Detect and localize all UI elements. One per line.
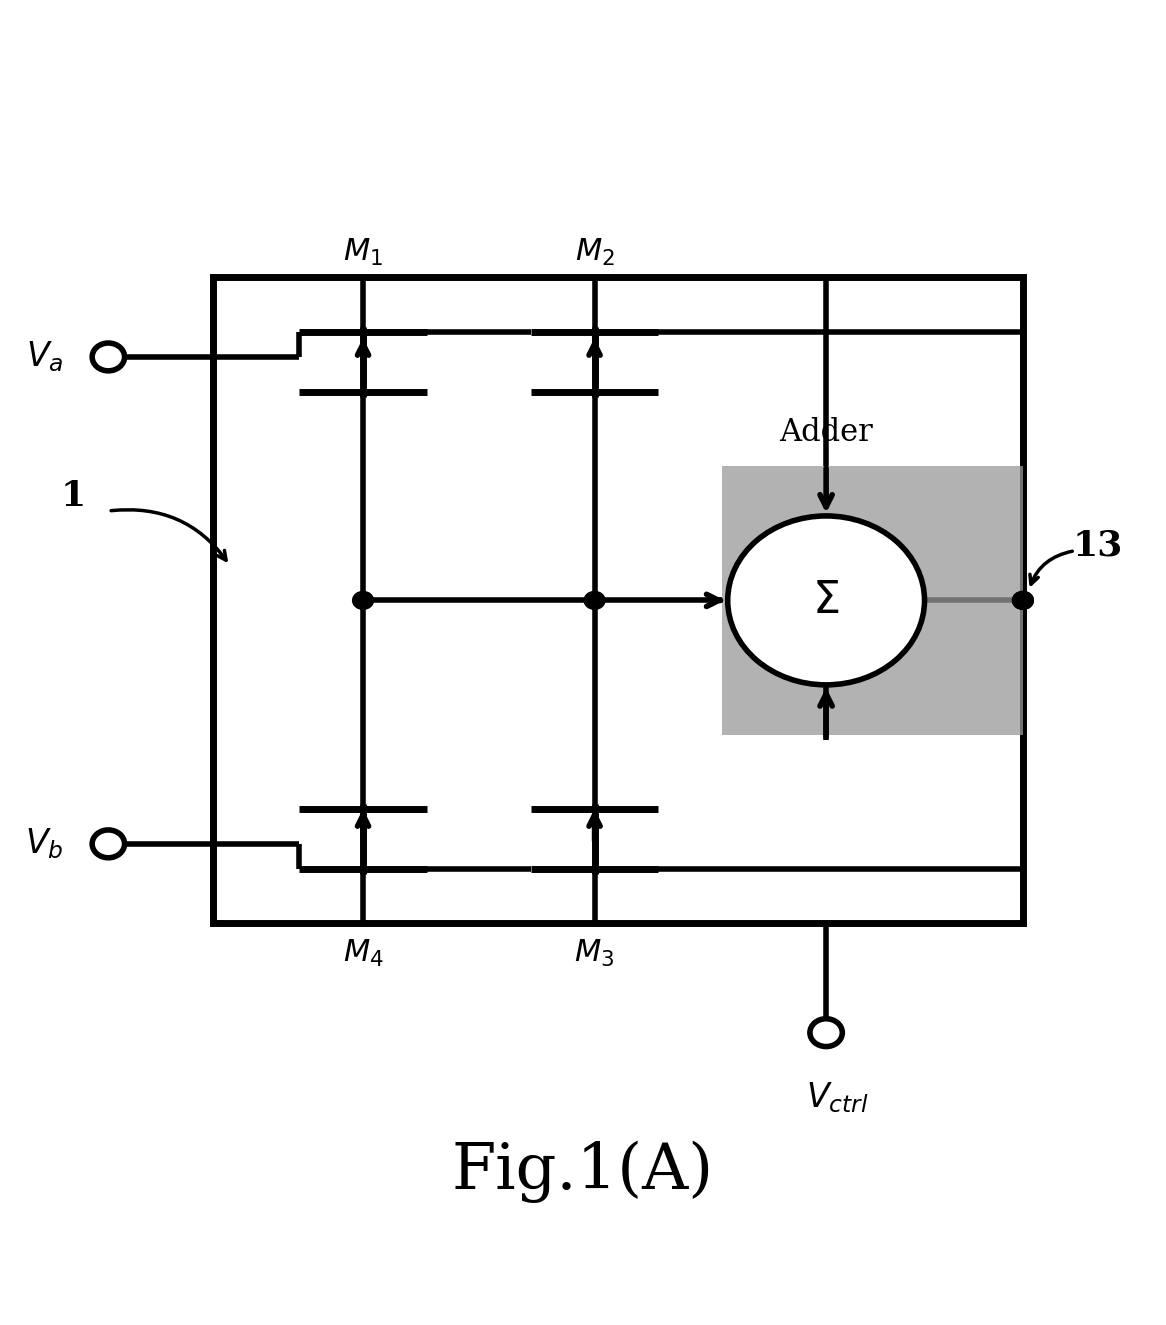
Text: 13: 13 [1073, 529, 1123, 563]
Circle shape [728, 515, 925, 685]
Text: 1: 1 [61, 480, 86, 513]
Bar [722, 466, 1023, 734]
Text: $\mathit{V_b}$: $\mathit{V_b}$ [26, 827, 64, 861]
Text: Fig.1(A): Fig.1(A) [452, 1141, 714, 1203]
Circle shape [584, 591, 605, 610]
Circle shape [1012, 591, 1033, 610]
Text: $\mathit{M}_2$: $\mathit{M}_2$ [575, 236, 614, 268]
Circle shape [352, 591, 373, 610]
Text: $\mathit{M}_3$: $\mathit{M}_3$ [575, 938, 614, 970]
Text: $\mathit{M}_1$: $\mathit{M}_1$ [343, 236, 382, 268]
Text: Adder: Adder [779, 417, 873, 448]
Text: $\mathit{V}_{ctrl}$: $\mathit{V}_{ctrl}$ [806, 1080, 869, 1114]
Text: $\mathit{V_a}$: $\mathit{V_a}$ [26, 339, 63, 374]
Bar [212, 277, 1023, 924]
Text: $\Sigma$: $\Sigma$ [813, 579, 840, 621]
Circle shape [1012, 591, 1033, 610]
Text: $\mathit{M}_4$: $\mathit{M}_4$ [343, 938, 384, 970]
